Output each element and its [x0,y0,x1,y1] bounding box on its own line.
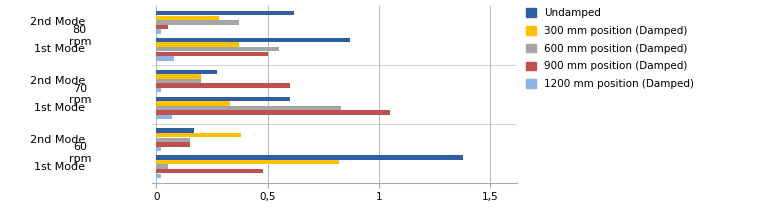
Bar [157,110,390,115]
Bar [157,88,161,92]
Bar [157,38,350,42]
Bar [157,52,268,56]
Bar [157,164,167,169]
Bar [157,174,161,178]
Bar [157,155,464,160]
Bar [157,42,239,47]
Bar [157,97,290,101]
Bar [157,79,201,83]
Legend: Undamped, 300 mm position (Damped), 600 mm position (Damped), 900 mm position (D: Undamped, 300 mm position (Damped), 600 … [526,8,695,89]
Bar [157,74,201,79]
Bar [157,133,241,137]
Bar [157,83,290,88]
Bar [157,115,172,119]
Bar [157,160,339,164]
Bar [157,169,263,173]
Bar [157,101,230,106]
Text: 70
rpm: 70 rpm [68,84,91,105]
Bar [157,147,161,151]
Text: 80
rpm: 80 rpm [68,25,91,47]
Bar [157,47,279,51]
Bar [157,106,341,110]
Bar [157,70,217,74]
Bar [157,56,174,61]
Bar [157,29,161,34]
Bar [157,25,167,29]
Bar [157,142,190,147]
Bar [157,11,294,15]
Bar [157,16,219,20]
Bar [157,20,239,25]
Text: 60
rpm: 60 rpm [68,142,91,164]
Bar [157,128,195,133]
Bar [157,138,190,142]
